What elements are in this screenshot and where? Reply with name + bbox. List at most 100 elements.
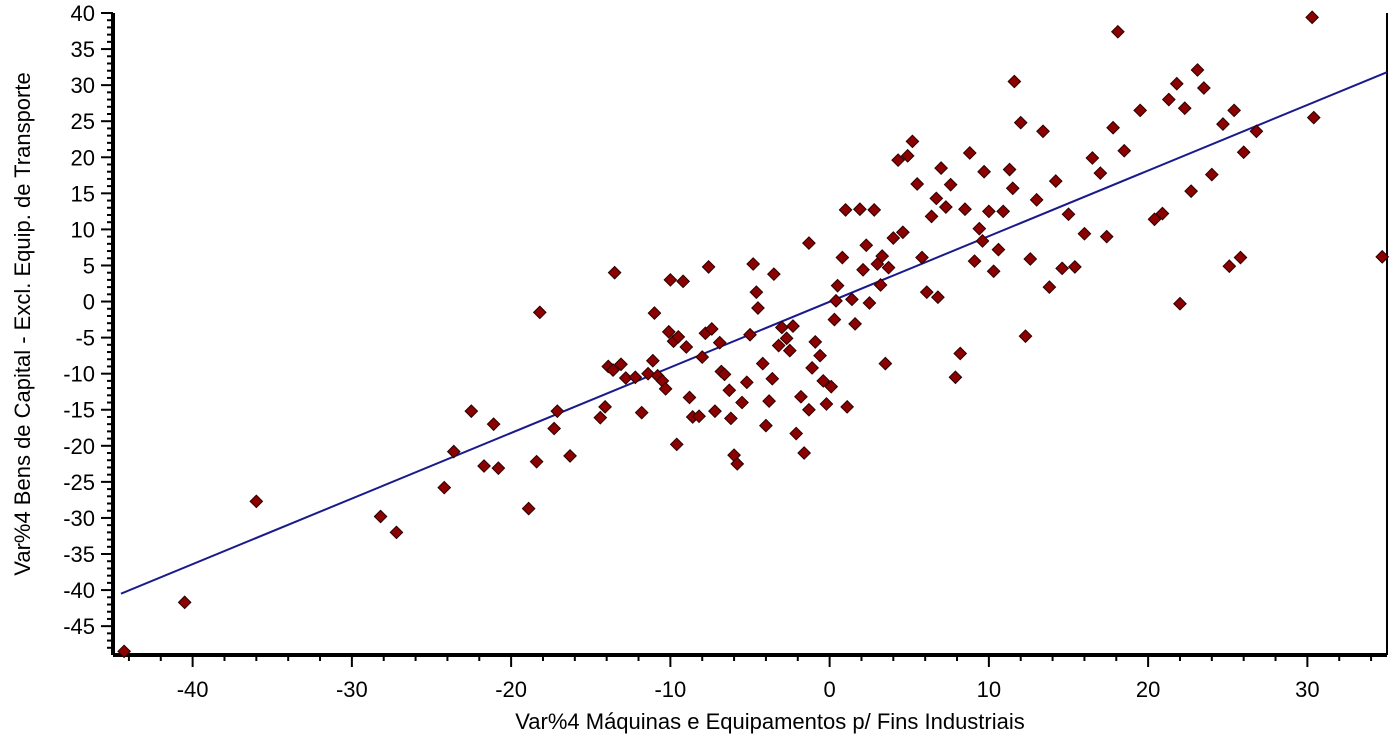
data-point — [1133, 103, 1148, 118]
data-point — [1227, 103, 1242, 118]
data-point — [996, 204, 1011, 219]
data-point — [1190, 63, 1205, 77]
data-point — [1249, 124, 1264, 139]
data-point — [1029, 192, 1044, 207]
data-point — [1085, 151, 1100, 165]
data-point — [532, 305, 547, 320]
data-point — [547, 421, 562, 436]
data-point — [910, 177, 925, 191]
data-point — [881, 260, 896, 275]
y-tick-label: 10 — [71, 217, 95, 242]
data-point — [816, 373, 831, 388]
plot-area — [111, 13, 1388, 657]
data-point — [671, 329, 686, 344]
data-point — [838, 203, 853, 217]
y-tick-label: -5 — [75, 326, 95, 351]
data-point — [389, 525, 404, 540]
data-point — [717, 367, 732, 382]
data-point — [529, 454, 544, 469]
y-tick-label: -20 — [63, 434, 95, 459]
data-point — [708, 404, 722, 419]
x-tick-label: -20 — [495, 677, 527, 702]
x-axis-title: Var%4 Máquinas e Equipamentos p/ Fins In… — [515, 709, 1025, 734]
data-point — [645, 353, 660, 368]
data-point — [563, 449, 577, 463]
points-layer — [117, 10, 1390, 659]
data-point — [766, 267, 781, 282]
data-point — [827, 312, 842, 327]
data-point — [1061, 207, 1076, 222]
data-point — [598, 399, 612, 414]
data-point — [782, 343, 797, 358]
x-axis: -40 -30 -20 -10 0 10 20 30 — [127, 655, 1373, 702]
data-point — [895, 225, 910, 240]
y-tick-label: 25 — [71, 109, 95, 134]
data-point — [875, 249, 890, 264]
data-point — [867, 203, 882, 217]
y-tick-label: 20 — [71, 145, 95, 170]
y-tick-label: -10 — [63, 362, 95, 387]
data-point — [607, 265, 622, 280]
data-point — [730, 456, 745, 471]
data-point — [962, 146, 977, 160]
data-point — [701, 260, 716, 274]
data-point — [1155, 206, 1170, 221]
data-point — [676, 274, 691, 289]
data-point — [1173, 296, 1187, 311]
x-tick-label: -30 — [336, 677, 368, 702]
data-point — [805, 360, 820, 375]
data-point — [1067, 260, 1082, 274]
data-point — [679, 340, 694, 354]
y-axis-title: Var%4 Bens de Capital - Excl. Equip. de … — [10, 72, 35, 575]
x-tick-label: 0 — [824, 677, 836, 702]
data-point — [845, 292, 859, 307]
data-point — [692, 409, 706, 424]
data-point — [739, 375, 754, 390]
data-point — [1013, 115, 1028, 130]
data-point — [878, 356, 893, 371]
data-point — [521, 501, 536, 516]
data-point — [813, 348, 827, 363]
y-tick-label: 0 — [83, 290, 95, 315]
data-point — [789, 426, 804, 441]
data-point — [830, 278, 845, 293]
x-tick-label: 30 — [1295, 677, 1319, 702]
data-point — [1005, 181, 1020, 196]
data-point — [824, 379, 839, 394]
data-point — [712, 335, 727, 350]
data-point — [641, 366, 655, 381]
data-point — [759, 418, 773, 433]
data-point — [802, 236, 816, 251]
data-point — [1196, 81, 1211, 95]
data-point — [735, 395, 749, 410]
data-point — [981, 204, 996, 219]
data-point — [1023, 252, 1038, 266]
data-point — [1233, 250, 1248, 265]
data-point — [1110, 24, 1125, 39]
data-point — [1161, 92, 1176, 107]
data-point — [1099, 229, 1114, 244]
data-point — [840, 399, 855, 414]
data-point — [1204, 167, 1219, 182]
data-point — [614, 357, 628, 372]
data-point — [862, 296, 877, 310]
data-point — [797, 446, 812, 460]
data-point — [931, 290, 945, 305]
data-point — [1018, 329, 1033, 344]
data-point — [924, 209, 939, 224]
data-point — [1216, 117, 1230, 131]
data-point — [786, 319, 800, 333]
data-point — [856, 262, 870, 277]
data-point — [1002, 162, 1017, 177]
data-point — [859, 238, 874, 253]
data-point — [948, 370, 963, 385]
data-point — [953, 346, 968, 361]
data-point — [1305, 10, 1320, 25]
data-point — [848, 316, 863, 331]
data-point — [1375, 249, 1390, 264]
data-point — [550, 404, 565, 419]
data-point — [695, 350, 710, 364]
data-point — [829, 293, 843, 308]
data-point — [1117, 143, 1132, 158]
